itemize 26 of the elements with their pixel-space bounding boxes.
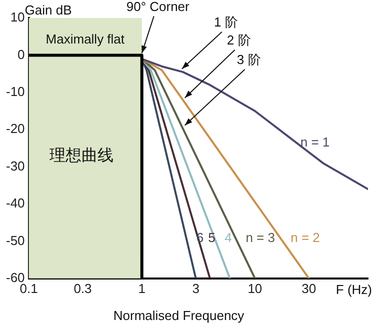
series-label: n = 2: [290, 230, 320, 245]
annotation: 90° Corner: [126, 0, 190, 14]
x-tick-label: 30: [302, 280, 316, 296]
x-axis-title: Normalised Frequency: [113, 308, 245, 323]
x-tick-label: 1: [138, 280, 146, 296]
series-label: 4: [224, 230, 232, 245]
x-tick-label: 3: [192, 280, 200, 296]
y-tick-label: -10: [6, 84, 25, 99]
y-tick-label: -50: [6, 232, 25, 248]
x-tick-label: 0.3: [74, 280, 92, 296]
series-label: n = 3: [246, 230, 275, 245]
annotation: 1 阶: [214, 14, 238, 30]
y-axis-title: Gain dB: [24, 2, 72, 18]
y-tick-label: -20: [6, 121, 25, 136]
series-label: n = 1: [300, 134, 330, 150]
x-tick-label: 10: [248, 280, 262, 296]
y-tick-label: 0: [18, 46, 25, 62]
series-label: 5: [208, 230, 216, 245]
text: F (Hz): [336, 282, 372, 297]
band-label: 理想曲线: [49, 146, 114, 165]
annotation: Maximally flat: [46, 32, 125, 47]
annotation: 3 阶: [236, 52, 261, 67]
annotation: 2 阶: [226, 32, 251, 48]
y-tick-label: 10: [10, 10, 25, 25]
y-tick-label: -40: [6, 196, 25, 211]
y-tick-label: -30: [6, 158, 25, 174]
